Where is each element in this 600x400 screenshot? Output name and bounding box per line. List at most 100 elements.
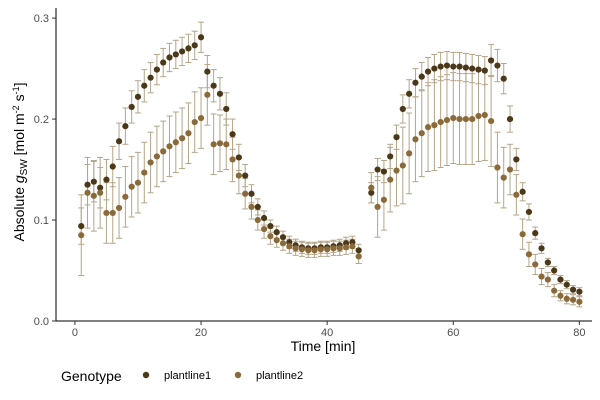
point-plantline2	[160, 148, 167, 155]
point-plantline2	[519, 231, 526, 238]
point-plantline2	[84, 189, 91, 196]
point-plantline2	[349, 243, 356, 250]
y-axis-title-exponent-1: -2	[11, 105, 21, 113]
point-plantline1	[78, 222, 85, 230]
point-plantline1	[115, 138, 123, 145]
point-plantline2	[481, 111, 488, 119]
point-plantline2	[538, 273, 545, 280]
point-plantline2	[418, 130, 425, 137]
point-plantline1	[191, 42, 198, 49]
point-plantline1	[197, 34, 205, 41]
point-plantline2	[298, 246, 306, 253]
point-plantline1	[254, 203, 261, 211]
point-plantline1	[160, 59, 167, 66]
point-plantline2	[431, 122, 438, 129]
x-tick-label: 80	[573, 327, 585, 339]
point-plantline2	[141, 169, 148, 176]
point-plantline2	[109, 209, 116, 217]
point-plantline2	[406, 150, 413, 157]
point-plantline1	[229, 131, 236, 138]
point-plantline2	[544, 276, 551, 283]
point-plantline2	[97, 189, 104, 196]
point-plantline1	[223, 105, 230, 113]
point-plantline1	[267, 222, 274, 230]
point-plantline1	[456, 63, 463, 70]
x-tick-label: 0	[72, 327, 78, 339]
point-plantline2	[330, 245, 337, 252]
y-tick-label: 0.2	[34, 114, 49, 126]
point-plantline1	[406, 90, 413, 97]
data-points	[78, 34, 583, 305]
point-plantline2	[336, 245, 343, 252]
point-plantline1	[544, 259, 551, 266]
point-plantline2	[456, 115, 463, 123]
point-plantline1	[551, 267, 558, 274]
point-plantline2	[185, 130, 192, 137]
y-axis-title-exponent-2: -1	[11, 86, 21, 94]
point-plantline1	[172, 51, 179, 58]
point-plantline2	[267, 233, 274, 240]
point-plantline2	[462, 115, 469, 123]
y-tick-label: 0.3	[34, 13, 49, 25]
point-plantline2	[387, 176, 394, 183]
point-plantline1	[179, 48, 186, 55]
x-tick-label: 40	[321, 327, 333, 339]
legend: Genotype plantline1 plantline2	[61, 368, 303, 384]
point-plantline1	[538, 245, 545, 252]
point-plantline1	[462, 64, 469, 71]
point-plantline1	[525, 208, 533, 216]
point-plantline1	[128, 103, 135, 111]
point-plantline2	[248, 203, 255, 211]
y-axis-title-prefix: Absolute	[11, 183, 27, 241]
point-plantline2	[210, 141, 217, 148]
point-plantline1	[84, 181, 91, 188]
point-plantline2	[380, 196, 388, 203]
point-plantline1	[374, 166, 381, 173]
y-ticks: 0.0 0.1 0.2 0.3	[34, 13, 56, 328]
point-plantline1	[418, 73, 425, 80]
point-plantline1	[242, 172, 249, 179]
point-plantline1	[273, 229, 280, 236]
point-plantline1	[443, 62, 451, 69]
point-plantline1	[412, 79, 419, 86]
point-plantline1	[557, 276, 564, 283]
point-plantline2	[494, 164, 501, 171]
point-plantline2	[576, 298, 583, 305]
point-plantline2	[450, 114, 457, 122]
point-plantline2	[569, 296, 577, 303]
point-plantline1	[134, 93, 142, 100]
point-plantline1	[424, 68, 432, 75]
point-plantline2	[311, 247, 318, 254]
point-plantline2	[488, 117, 495, 125]
point-plantline2	[393, 167, 400, 174]
y-axis-title-unit-open: [mol m	[11, 113, 27, 159]
y-axis-title-subscript: SW	[19, 159, 30, 176]
point-plantline2	[292, 245, 299, 252]
point-plantline1	[532, 230, 539, 237]
point-plantline1	[90, 178, 97, 185]
point-plantline1	[97, 184, 104, 191]
axes	[55, 8, 592, 322]
point-plantline2	[179, 135, 186, 142]
point-plantline2	[115, 204, 123, 212]
legend-label-plantline1: plantline1	[164, 370, 211, 382]
point-plantline1	[235, 154, 242, 161]
point-plantline2	[437, 118, 444, 126]
point-plantline1	[216, 90, 224, 97]
point-plantline2	[324, 246, 331, 253]
point-plantline1	[500, 75, 507, 82]
point-plantline1	[210, 82, 217, 89]
point-plantline1	[481, 67, 488, 74]
point-plantline2	[424, 124, 432, 131]
point-plantline1	[393, 134, 400, 141]
point-plantline2	[191, 118, 198, 126]
point-plantline1	[380, 168, 388, 175]
point-plantline2	[368, 184, 375, 191]
point-plantline1	[248, 190, 255, 197]
y-axis-title-unit-mid: s	[11, 94, 27, 105]
point-plantline1	[437, 63, 444, 70]
point-plantline1	[450, 63, 457, 70]
legend-label-plantline2: plantline2	[256, 370, 303, 382]
point-plantline2	[235, 172, 242, 179]
